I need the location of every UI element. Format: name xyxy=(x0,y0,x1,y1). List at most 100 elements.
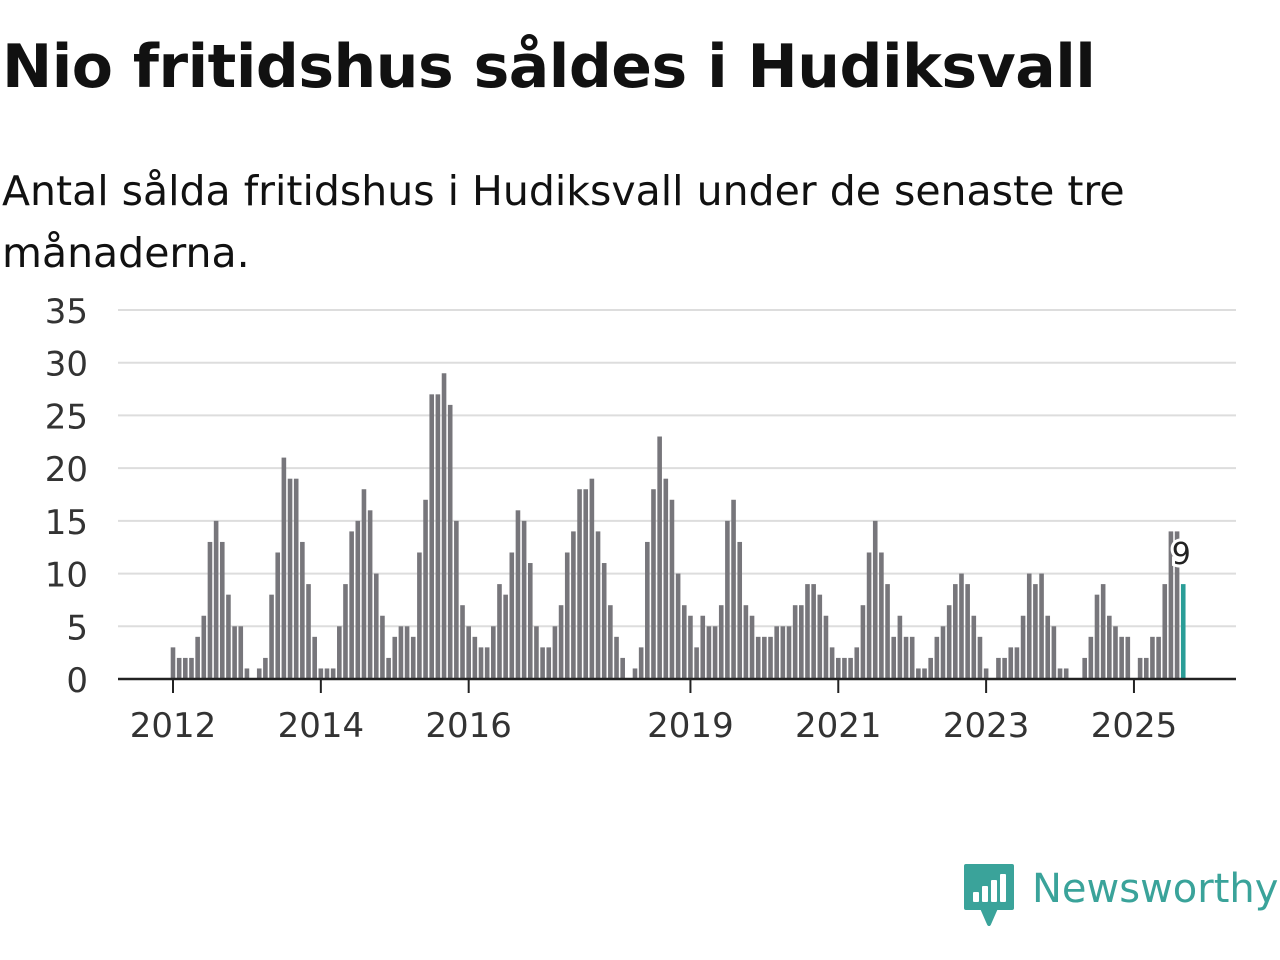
bar xyxy=(398,626,404,679)
bar xyxy=(1033,584,1038,679)
bar xyxy=(829,647,835,679)
bar xyxy=(657,436,662,679)
bar xyxy=(632,668,638,679)
bar xyxy=(725,520,730,679)
bar xyxy=(946,605,952,679)
newsworthy-logo-text: Newsworthy xyxy=(1032,866,1279,912)
bar xyxy=(799,605,804,679)
bar xyxy=(953,584,958,679)
bar xyxy=(1168,531,1174,679)
bar xyxy=(343,584,348,679)
bar xyxy=(774,626,779,679)
bar xyxy=(170,647,176,679)
bar xyxy=(484,647,490,679)
bar xyxy=(718,605,724,679)
bar xyxy=(1014,647,1020,679)
bar xyxy=(195,636,200,679)
bar xyxy=(589,478,595,679)
bar xyxy=(1119,636,1124,679)
bar xyxy=(213,520,219,679)
bar xyxy=(977,636,983,679)
bar xyxy=(996,657,1001,679)
bar xyxy=(1143,657,1149,679)
bar xyxy=(564,552,570,679)
bar xyxy=(219,541,225,679)
newsworthy-logo: Newsworthy xyxy=(962,864,1280,928)
bar xyxy=(1063,668,1069,679)
bar xyxy=(189,657,194,679)
bar xyxy=(1020,615,1026,679)
bar xyxy=(386,657,391,679)
annotation: 9 xyxy=(1169,534,1194,575)
bar xyxy=(928,657,933,679)
bar xyxy=(675,573,681,679)
bars xyxy=(170,373,1186,679)
bar xyxy=(1137,657,1143,679)
y-tick-label: 10 xyxy=(45,556,88,596)
bar xyxy=(768,636,773,679)
bar xyxy=(577,489,582,679)
bar xyxy=(380,615,385,679)
bar xyxy=(971,615,977,679)
bar xyxy=(848,657,853,679)
x-tick-label: 2016 xyxy=(425,706,512,746)
x-tick-label: 2019 xyxy=(647,706,734,746)
bar-highlight xyxy=(1180,584,1186,679)
bar xyxy=(940,626,946,679)
bar xyxy=(571,531,576,679)
bar xyxy=(706,626,712,679)
bar xyxy=(355,520,361,679)
bar xyxy=(367,510,373,679)
bar xyxy=(866,552,872,679)
bar xyxy=(694,647,699,679)
bar xyxy=(515,510,521,679)
bar xyxy=(281,457,287,679)
bar xyxy=(540,647,545,679)
bar xyxy=(688,615,693,679)
bar xyxy=(232,626,237,679)
bar xyxy=(601,563,607,679)
bar xyxy=(447,404,453,679)
bar xyxy=(897,615,903,679)
bar xyxy=(521,520,527,679)
bar xyxy=(183,657,188,679)
bar xyxy=(244,668,250,679)
bar xyxy=(595,531,601,679)
bar xyxy=(934,636,940,679)
bar xyxy=(1088,636,1094,679)
bar xyxy=(435,394,441,679)
bar xyxy=(755,636,761,679)
bar xyxy=(903,636,909,679)
x-tick-label: 2025 xyxy=(1091,706,1178,746)
bar xyxy=(263,657,268,679)
bar xyxy=(614,636,619,679)
bar xyxy=(1039,573,1044,679)
bar xyxy=(1057,668,1063,679)
bar xyxy=(318,668,324,679)
bar xyxy=(811,584,816,679)
bar xyxy=(879,552,884,679)
bar xyxy=(1002,657,1007,679)
bar xyxy=(860,605,866,679)
x-tick-label: 2023 xyxy=(943,706,1030,746)
bar xyxy=(558,605,564,679)
bar xyxy=(638,647,644,679)
bar xyxy=(700,615,706,679)
bar xyxy=(983,668,989,679)
bar xyxy=(780,626,786,679)
bar xyxy=(1156,636,1161,679)
bar xyxy=(805,584,810,679)
y-tick-label: 15 xyxy=(45,503,88,543)
bar xyxy=(441,373,447,679)
bar xyxy=(835,657,841,679)
y-tick-label: 25 xyxy=(45,397,88,437)
bar xyxy=(478,647,484,679)
x-tick-label: 2014 xyxy=(278,706,365,746)
chart-subtitle: Antal sålda fritidshus i Hudiksvall unde… xyxy=(2,167,1125,277)
bar xyxy=(959,573,964,679)
bar xyxy=(497,584,502,679)
bar xyxy=(965,584,970,679)
y-axis-tick-labels: 0 5 10 15 20 25 30 35 xyxy=(45,292,88,701)
y-tick-label: 0 xyxy=(66,661,88,701)
